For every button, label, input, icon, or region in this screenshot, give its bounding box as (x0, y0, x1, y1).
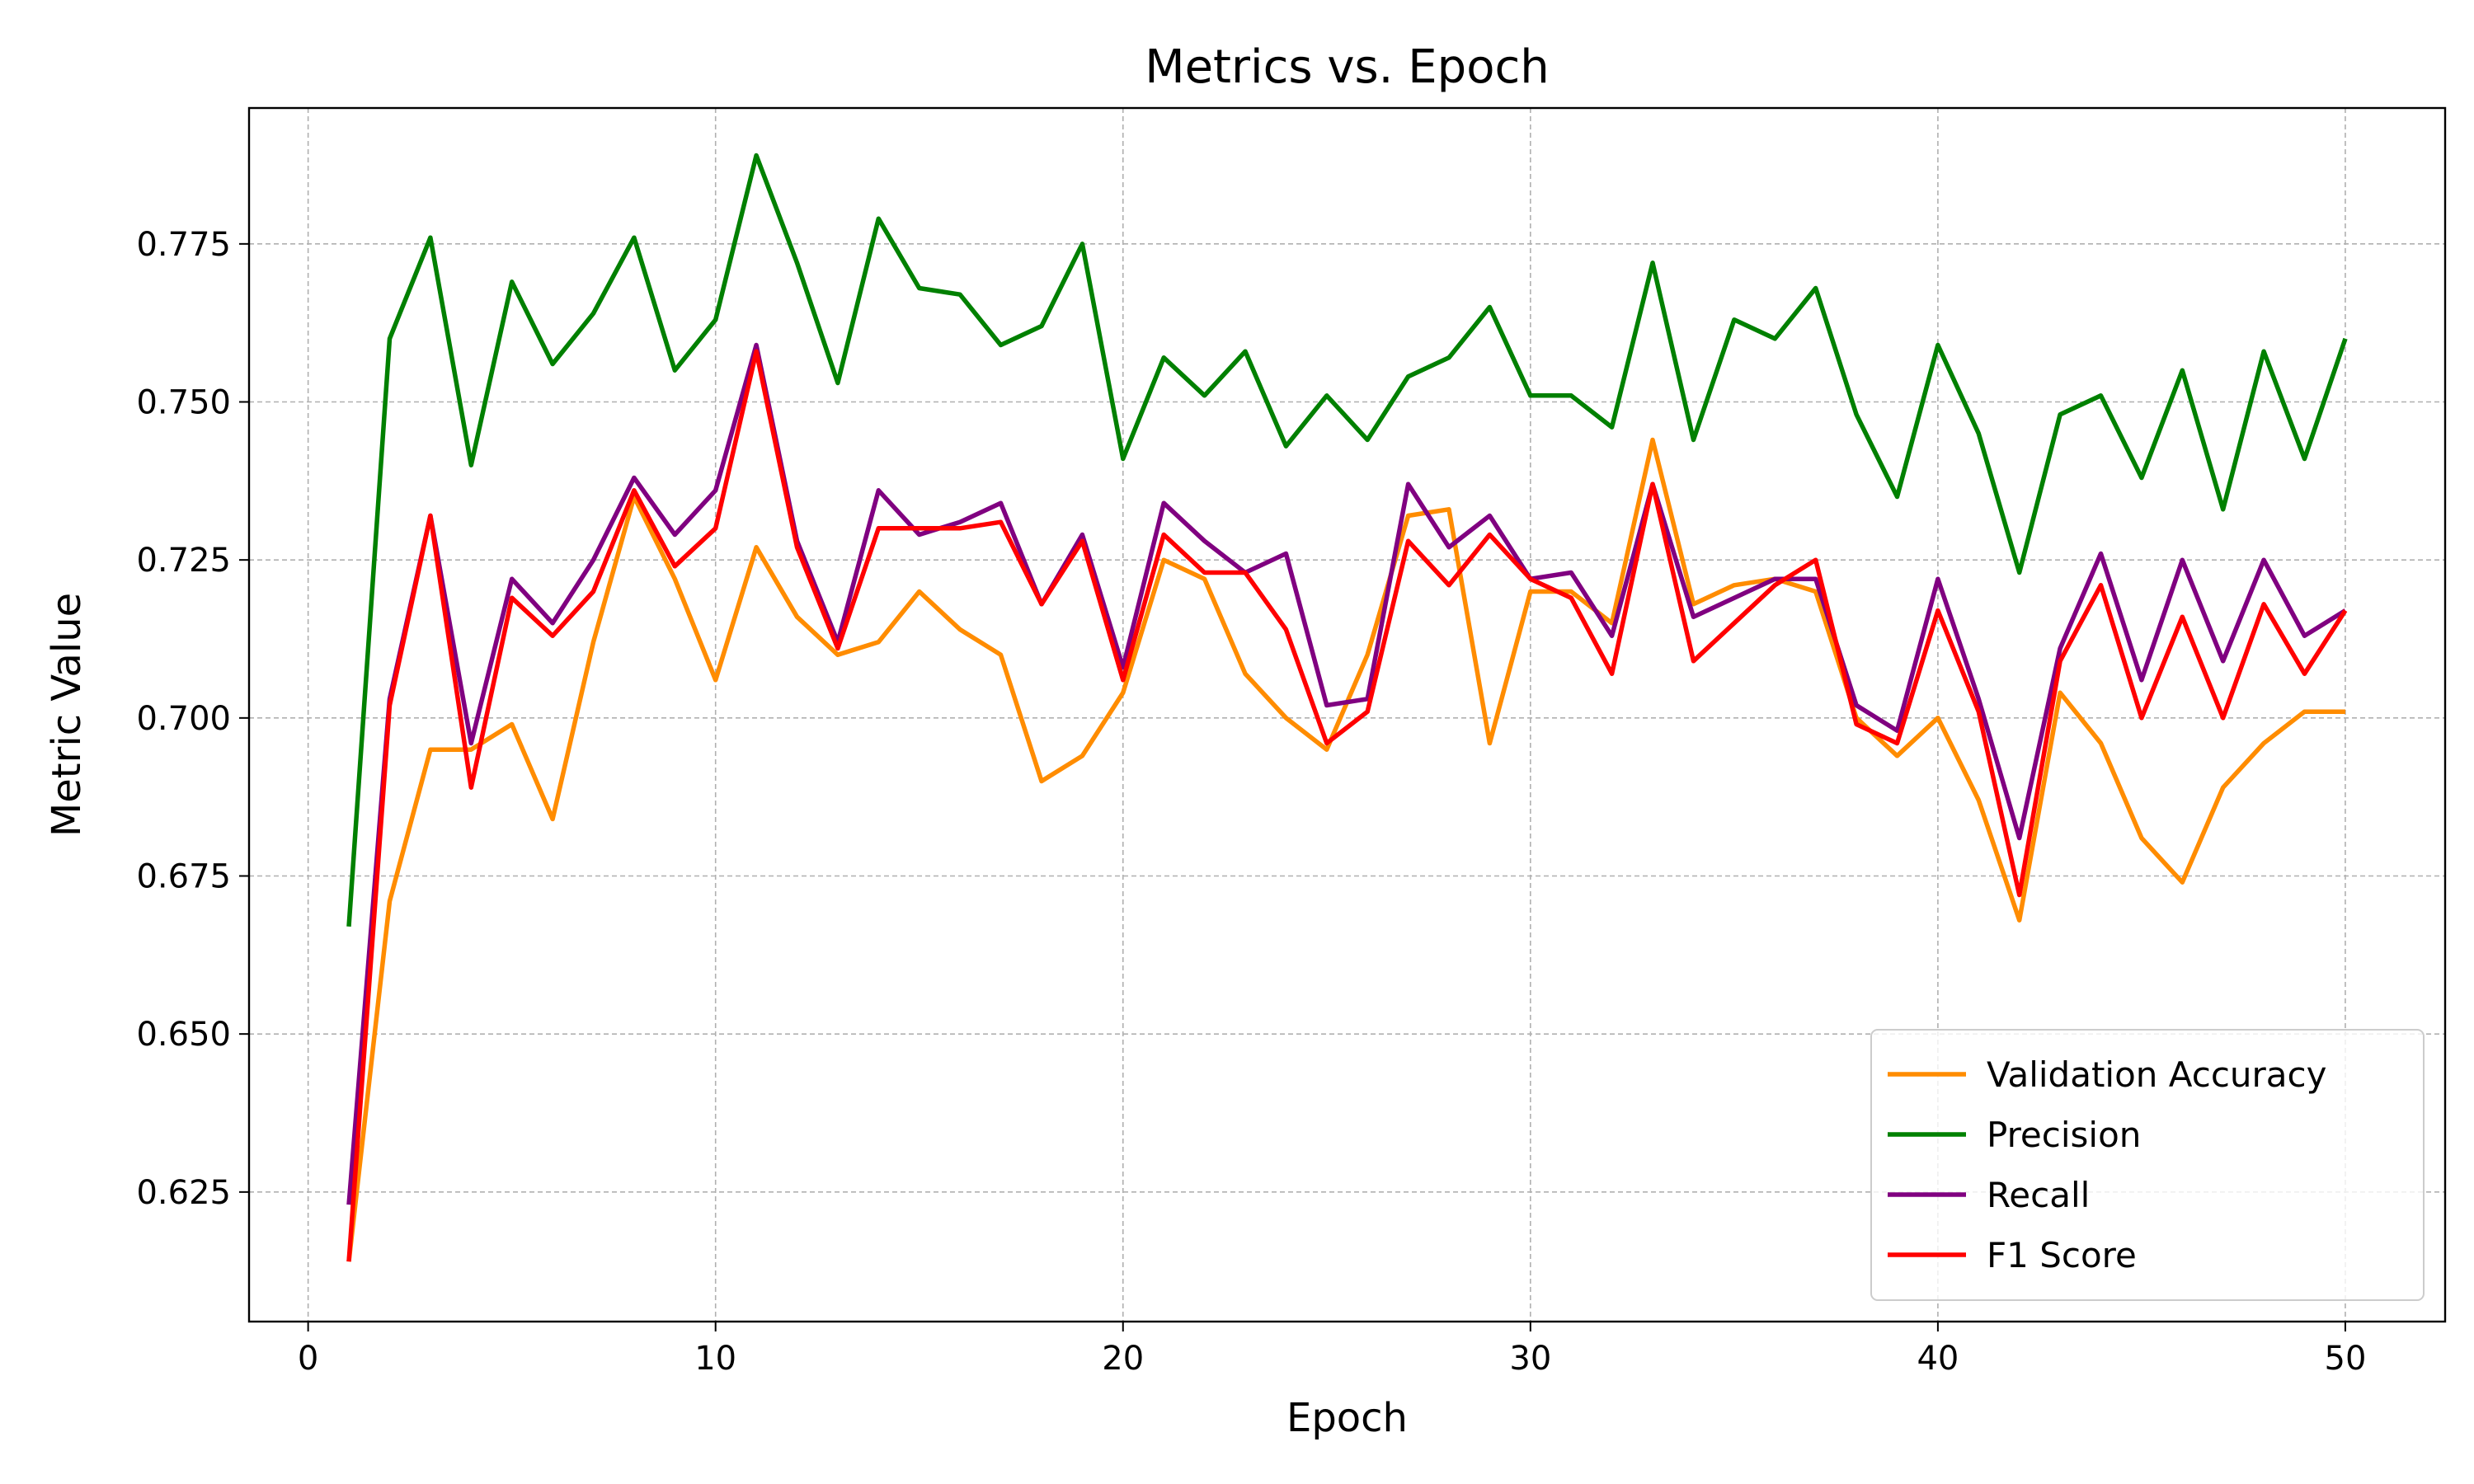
chart-title: Metrics vs. Epoch (1145, 40, 1549, 94)
y-tick-label: 0.725 (136, 542, 231, 580)
ticks: 0 10 20 30 40 50 0.625 0.650 0.675 0.700 0.725 0.75… (136, 226, 2366, 1378)
y-tick-label: 0.775 (136, 226, 231, 264)
x-tick-label: 20 (1102, 1340, 1144, 1378)
x-tick-label: 0 (298, 1340, 318, 1378)
x-axis-label: Epoch (1286, 1395, 1408, 1441)
series-line-recall (346, 342, 2347, 1205)
y-tick-label: 0.625 (136, 1174, 231, 1212)
legend-label: Recall (1987, 1175, 2090, 1215)
y-tick-label: 0.675 (136, 858, 231, 896)
series-line-precision (346, 153, 2348, 927)
y-axis-label: Metric Value (44, 593, 90, 837)
y-tick-label: 0.650 (136, 1016, 231, 1054)
series-line-f1-score (346, 349, 2348, 1262)
x-tick-label: 50 (2325, 1340, 2367, 1378)
x-tick-label: 40 (1917, 1340, 1959, 1378)
y-tick-label: 0.750 (136, 384, 231, 422)
x-tick-label: 10 (694, 1340, 736, 1378)
legend-label: Validation Accuracy (1987, 1054, 2327, 1095)
plot-frame (247, 106, 2447, 1323)
series-group (346, 153, 2348, 1262)
legend-label: Precision (1987, 1115, 2141, 1155)
x-tick-label: 30 (1509, 1340, 1551, 1378)
legend-label: F1 Score (1987, 1235, 2137, 1275)
legend-box (1870, 1029, 2425, 1301)
legend: Validation Accuracy Precision Recall F1 Sco… (1870, 1029, 2425, 1301)
y-tick-label: 0.700 (136, 700, 231, 738)
